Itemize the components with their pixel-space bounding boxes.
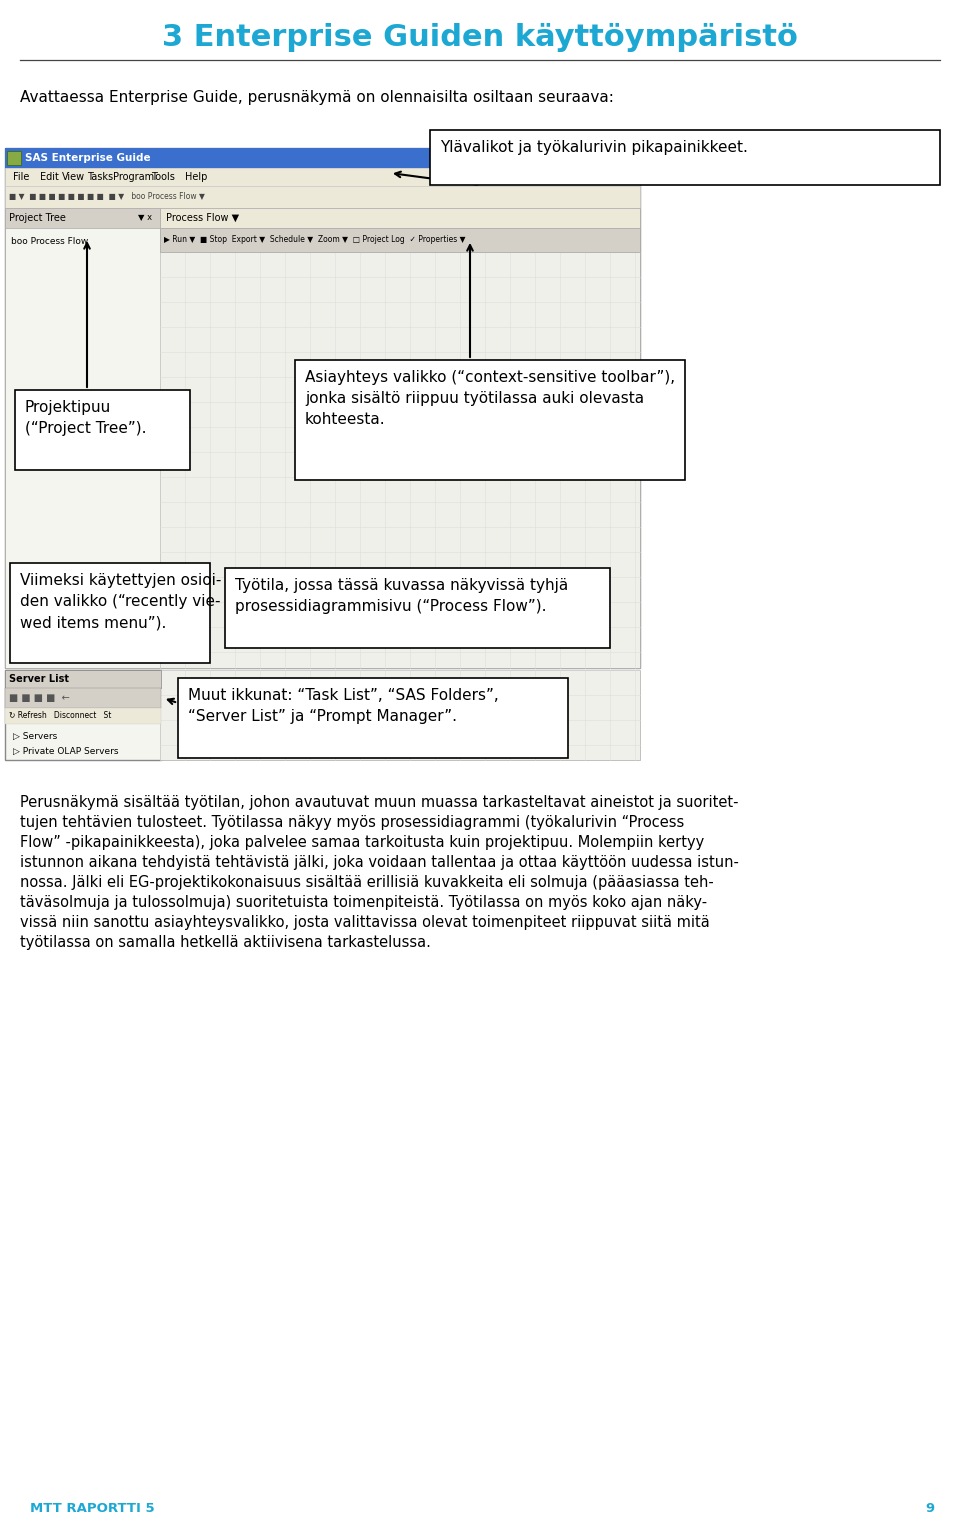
Text: Edit: Edit (40, 172, 59, 182)
Text: 3 Enterprise Guiden käyttöympäristö: 3 Enterprise Guiden käyttöympäristö (162, 23, 798, 52)
Bar (5, 149, 640, 169)
Text: View: View (62, 172, 85, 182)
Text: Flow” -pikapainikkeesta), joka palvelee samaa tarkoitusta kuin projektipuu. Mole: Flow” -pikapainikkeesta), joka palvelee … (20, 835, 705, 849)
Bar (15, 389, 190, 471)
Bar (160, 228, 640, 251)
Bar (5, 688, 161, 708)
Text: Process Flow ▼: Process Flow ▼ (166, 213, 239, 222)
Bar (225, 569, 610, 648)
Text: Help: Help (185, 172, 207, 182)
Text: ▷ Servers: ▷ Servers (13, 731, 58, 740)
Text: Viimeksi käytettyjen osioi-
den valikko (“recently vie-
wed items menu”).: Viimeksi käytettyjen osioi- den valikko … (20, 573, 222, 630)
Text: 9: 9 (925, 1501, 935, 1515)
Text: ■ ■ ■ ■  ←: ■ ■ ■ ■ ← (9, 693, 70, 704)
Text: Muut ikkunat: “Task List”, “SAS Folders”,
“Server List” ja “Prompt Manager”.: Muut ikkunat: “Task List”, “SAS Folders”… (188, 688, 499, 724)
Text: Perusnäkymä sisältää työtilan, johon avautuvat muun muassa tarkasteltavat aineis: Perusnäkymä sisältää työtilan, johon ava… (20, 796, 738, 809)
Bar (7, 150, 21, 166)
Text: ▶ Run ▼  ■ Stop  Export ▼  Schedule ▼  Zoom ▼  □ Project Log  ✓ Properties ▼: ▶ Run ▼ ■ Stop Export ▼ Schedule ▼ Zoom … (164, 236, 466, 244)
Text: ■ ▼  ■ ■ ■ ■ ■ ■ ■ ■  ■ ▼   boo Process Flow ▼: ■ ▼ ■ ■ ■ ■ ■ ■ ■ ■ ■ ▼ boo Process Flow… (9, 193, 204, 201)
Bar (160, 251, 640, 668)
Bar (178, 678, 568, 757)
Text: MTT RAPORTTI 5: MTT RAPORTTI 5 (30, 1501, 155, 1515)
Text: tujen tehtävien tulosteet. Työtilassa näkyy myös prosessidiagrammi (työkalurivin: tujen tehtävien tulosteet. Työtilassa nä… (20, 816, 684, 829)
Text: Program: Program (113, 172, 155, 182)
Text: vissä niin sanottu asiayhteysvalikko, josta valittavissa olevat toimenpiteet rii: vissä niin sanottu asiayhteysvalikko, jo… (20, 915, 709, 931)
Text: Avattaessa Enterprise Guide, perusnäkymä on olennaisilta osiltaan seuraava:: Avattaessa Enterprise Guide, perusnäkymä… (20, 90, 613, 104)
Bar (5, 169, 640, 185)
Text: Asiayhteys valikko (“context-sensitive toolbar”),
jonka sisältö riippuu työtilas: Asiayhteys valikko (“context-sensitive t… (305, 369, 675, 428)
Bar (160, 208, 640, 228)
Text: ▷ Private OLAP Servers: ▷ Private OLAP Servers (13, 747, 118, 756)
Text: Projektipuu
(“Project Tree”).: Projektipuu (“Project Tree”). (25, 400, 147, 435)
Bar (10, 563, 210, 662)
Text: File: File (13, 172, 30, 182)
Bar (5, 708, 161, 724)
Text: nossa. Jälki eli EG-projektikokonaisuus sisältää erillisiä kuvakkeita eli solmuj: nossa. Jälki eli EG-projektikokonaisuus … (20, 875, 713, 891)
Text: Project Tree: Project Tree (9, 213, 66, 222)
Bar (5, 670, 161, 688)
Text: Ylävalikot ja työkalurivin pikapainikkeet.: Ylävalikot ja työkalurivin pikapainikkee… (440, 140, 748, 155)
Text: ↻ Refresh   Disconnect   St: ↻ Refresh Disconnect St (9, 711, 111, 721)
Bar (5, 208, 160, 228)
Text: ▼ x: ▼ x (138, 213, 152, 222)
Text: istunnon aikana tehdyistä tehtävistä jälki, joka voidaan tallentaa ja ottaa käyt: istunnon aikana tehdyistä tehtävistä jäl… (20, 855, 739, 871)
Text: täväsolmuja ja tulossolmuja) suoritetuista toimenpiteistä. Työtilassa on myös ko: täväsolmuja ja tulossolmuja) suoritetuis… (20, 895, 708, 911)
Text: Tools: Tools (151, 172, 175, 182)
Bar (5, 208, 160, 668)
Bar (295, 360, 685, 480)
Text: työtilassa on samalla hetkellä aktiivisena tarkastelussa.: työtilassa on samalla hetkellä aktiivise… (20, 935, 431, 950)
Bar (5, 670, 161, 760)
Text: boo Process Flow: boo Process Flow (11, 238, 88, 247)
Text: Työtila, jossa tässä kuvassa näkyvissä tyhjä
prosessidiagrammisivu (“Process Flo: Työtila, jossa tässä kuvassa näkyvissä t… (235, 578, 568, 615)
Bar (430, 130, 940, 185)
Bar (160, 670, 640, 760)
Text: SAS Enterprise Guide: SAS Enterprise Guide (25, 153, 151, 162)
Bar (5, 149, 640, 668)
Text: Tasks: Tasks (87, 172, 113, 182)
Bar (5, 185, 640, 208)
Text: Server List: Server List (9, 675, 69, 684)
